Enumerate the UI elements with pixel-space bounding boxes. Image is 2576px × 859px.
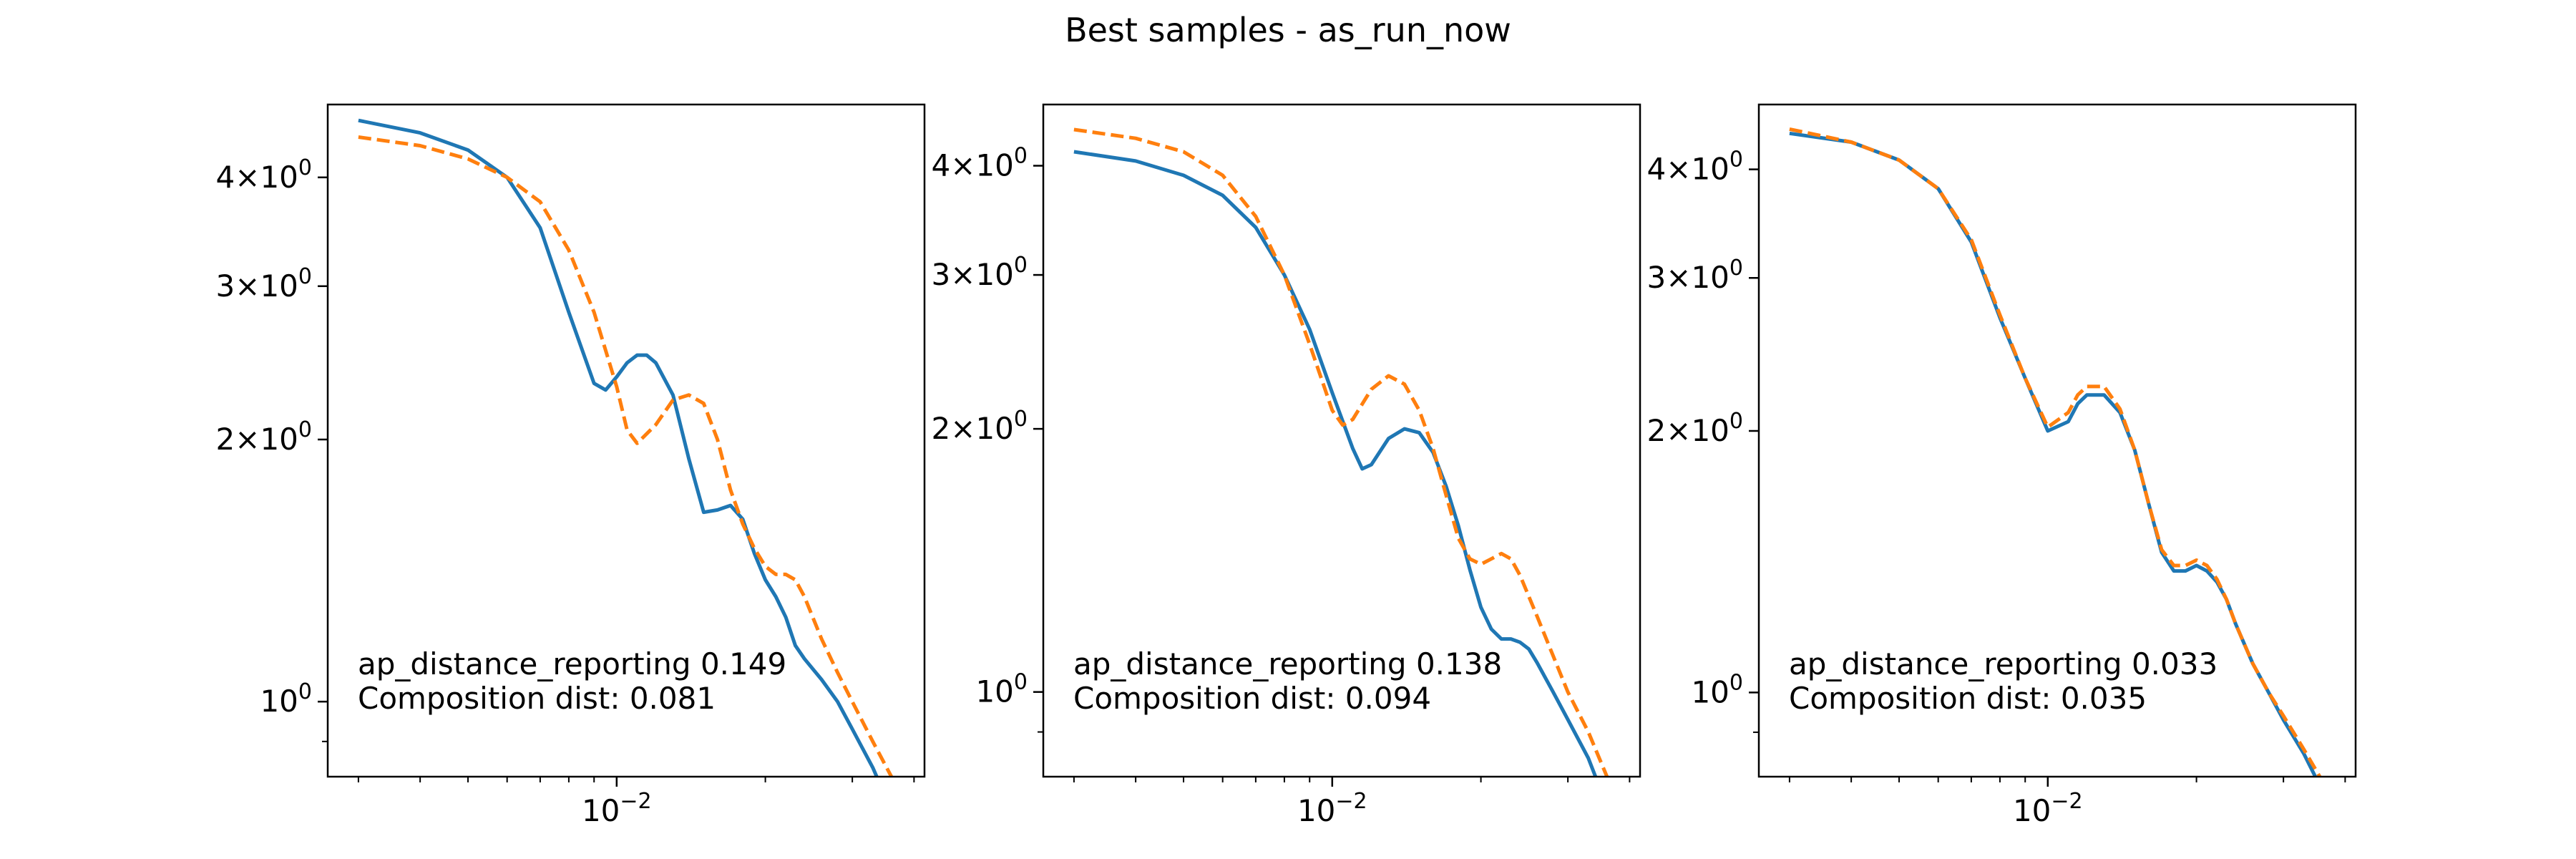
y-tick-exponent: 0 [1729, 147, 1743, 173]
annotation-line-1: ap_distance_reporting 0.033 [1789, 646, 2218, 681]
y-tick-exponent: 0 [1014, 670, 1028, 695]
y-tick-exponent: 0 [1014, 253, 1028, 278]
annotation-line-2: Composition dist: 0.035 [1789, 681, 2147, 716]
axes-frame [326, 103, 926, 778]
y-tick-label: 3×100 [216, 264, 312, 304]
y-tick-label: 2×100 [216, 417, 312, 457]
chart-panel-1: 10−24×1003×1002×100100ap_distance_report… [216, 103, 926, 828]
y-tick-label: 2×100 [1647, 409, 1743, 448]
y-tick-base: 10 [260, 684, 298, 719]
y-tick-label: 4×100 [932, 144, 1028, 183]
y-tick-base: 4×10 [932, 148, 1014, 183]
x-tick-base: 10 [2013, 793, 2051, 828]
annotation-line-2: Composition dist: 0.081 [358, 681, 716, 716]
x-tick-label: 10−2 [582, 789, 652, 828]
x-tick-exponent: −2 [620, 789, 651, 814]
y-tick-label: 100 [975, 670, 1028, 709]
y-tick-label: 2×100 [932, 407, 1028, 446]
y-tick-base: 10 [975, 674, 1013, 709]
annotation-line-1: ap_distance_reporting 0.138 [1073, 646, 1502, 681]
y-tick-exponent: 0 [298, 155, 312, 180]
y-tick-base: 2×10 [932, 411, 1014, 446]
y-tick-exponent: 0 [1014, 407, 1028, 432]
x-tick-base: 10 [582, 793, 620, 828]
y-tick-label: 3×100 [1647, 256, 1743, 295]
y-tick-exponent: 0 [1729, 670, 1743, 695]
annotation-line-2: Composition dist: 0.094 [1073, 681, 1431, 716]
dashed-series-line [358, 135, 894, 777]
y-tick-base: 3×10 [216, 268, 298, 304]
y-tick-label: 3×100 [932, 253, 1028, 292]
solid-series-line [358, 118, 879, 777]
y-tick-label: 100 [1691, 670, 1743, 709]
dashed-series-line [1789, 127, 2322, 777]
dashed-series-line [1073, 127, 1609, 777]
y-tick-base: 4×10 [1647, 152, 1729, 187]
axes-frame [1042, 103, 1641, 778]
chart-panel-2: 10−24×1003×1002×100100ap_distance_report… [932, 103, 1641, 828]
y-tick-label: 100 [260, 679, 312, 719]
x-tick-base: 10 [1297, 793, 1335, 828]
y-tick-label: 4×100 [216, 155, 312, 195]
y-tick-base: 10 [1691, 674, 1729, 709]
x-tick-label: 10−2 [1297, 789, 1367, 828]
y-tick-base: 3×10 [932, 257, 1014, 292]
x-tick-exponent: −2 [1335, 789, 1367, 814]
y-tick-exponent: 0 [298, 679, 312, 704]
y-tick-exponent: 0 [298, 417, 312, 442]
y-tick-base: 2×10 [1647, 413, 1729, 448]
x-tick-exponent: −2 [2051, 789, 2082, 814]
y-tick-label: 4×100 [1647, 147, 1743, 187]
y-tick-base: 4×10 [216, 160, 298, 195]
x-tick-label: 10−2 [2013, 789, 2083, 828]
annotation-line-1: ap_distance_reporting 0.149 [358, 646, 786, 681]
y-tick-exponent: 0 [1729, 409, 1743, 434]
y-tick-exponent: 0 [298, 264, 312, 289]
y-tick-exponent: 0 [1014, 144, 1028, 169]
y-tick-exponent: 0 [1729, 256, 1743, 281]
y-tick-base: 3×10 [1647, 260, 1729, 295]
y-tick-base: 2×10 [216, 422, 298, 457]
chart-panel-3: 10−24×1003×1002×100100ap_distance_report… [1647, 103, 2357, 828]
figure-title: Best samples - as_run_now [1065, 11, 1511, 49]
axes-frame [1757, 103, 2357, 778]
